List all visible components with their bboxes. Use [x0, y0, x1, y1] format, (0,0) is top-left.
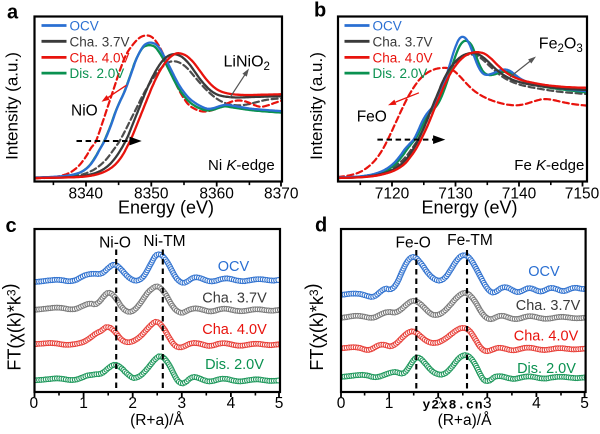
svg-text:5: 5 — [580, 395, 589, 412]
svg-text:Fe2O3: Fe2O3 — [539, 36, 583, 56]
svg-text:FT(χ(k)*k3): FT(χ(k)*k3) — [0, 283, 25, 370]
svg-text:4: 4 — [532, 395, 541, 412]
svg-text:2: 2 — [434, 395, 443, 412]
svg-text:0: 0 — [337, 395, 346, 412]
svg-text:Dis. 2.0V: Dis. 2.0V — [373, 66, 428, 81]
svg-text:Ni-TM: Ni-TM — [143, 233, 185, 250]
svg-text:Dis. 2.0V: Dis. 2.0V — [205, 357, 264, 373]
svg-text:FeO: FeO — [357, 109, 387, 126]
svg-text:8370: 8370 — [264, 186, 299, 203]
svg-text:d: d — [315, 215, 327, 237]
svg-text:7150: 7150 — [565, 186, 600, 203]
svg-text:3: 3 — [483, 395, 492, 412]
svg-text:7120: 7120 — [375, 186, 410, 203]
svg-text:Ni K-edge: Ni K-edge — [208, 157, 275, 174]
svg-text:(R+a)/Å: (R+a)/Å — [438, 412, 492, 429]
svg-text:OCV: OCV — [373, 19, 402, 34]
svg-text:Energy (eV): Energy (eV) — [118, 198, 214, 218]
svg-text:NiO: NiO — [71, 103, 98, 120]
svg-text:8350: 8350 — [134, 186, 169, 203]
svg-text:3: 3 — [177, 395, 186, 412]
svg-text:4: 4 — [227, 395, 236, 412]
svg-text:8340: 8340 — [69, 186, 104, 203]
svg-text:1: 1 — [79, 395, 88, 412]
svg-text:8360: 8360 — [199, 186, 234, 203]
svg-text:Dis. 2.0V: Dis. 2.0V — [70, 66, 125, 81]
svg-text:Intensity (a.u.): Intensity (a.u.) — [307, 52, 326, 160]
svg-text:7130: 7130 — [438, 186, 473, 203]
svg-text:y2x8.cn: y2x8.cn — [423, 398, 484, 413]
svg-text:FT(χ(k)*k3): FT(χ(k)*k3) — [302, 283, 327, 370]
svg-text:0: 0 — [29, 395, 38, 412]
svg-text:Cha. 3.7V: Cha. 3.7V — [202, 291, 267, 307]
svg-text:2: 2 — [128, 395, 137, 412]
svg-text:b: b — [314, 0, 326, 22]
svg-text:Fe K-edge: Fe K-edge — [514, 157, 584, 174]
svg-text:Cha. 3.7V: Cha. 3.7V — [70, 34, 130, 49]
svg-text:Cha. 4.0V: Cha. 4.0V — [514, 328, 579, 344]
svg-text:Energy (eV): Energy (eV) — [421, 198, 517, 218]
svg-text:Fe-O: Fe-O — [396, 235, 431, 252]
svg-text:Fe-TM: Fe-TM — [447, 232, 493, 249]
svg-text:Intensity (a.u.): Intensity (a.u.) — [3, 52, 22, 160]
svg-text:Cha. 4.0V: Cha. 4.0V — [373, 50, 433, 65]
svg-text:c: c — [6, 215, 17, 237]
svg-text:Cha. 3.7V: Cha. 3.7V — [516, 298, 581, 314]
svg-text:7140: 7140 — [502, 186, 537, 203]
svg-text:Dis. 2.0V: Dis. 2.0V — [517, 361, 576, 377]
svg-text:1: 1 — [385, 395, 394, 412]
svg-text:LiNiO2: LiNiO2 — [224, 54, 270, 74]
svg-text:OCV: OCV — [528, 264, 560, 280]
svg-text:5: 5 — [275, 395, 284, 412]
svg-text:(R+a)/Å: (R+a)/Å — [130, 412, 184, 429]
svg-text:OCV: OCV — [218, 259, 250, 275]
svg-text:Cha. 4.0V: Cha. 4.0V — [202, 322, 267, 338]
svg-text:Ni-O: Ni-O — [99, 235, 131, 252]
svg-text:Cha. 4.0V: Cha. 4.0V — [70, 50, 130, 65]
svg-text:OCV: OCV — [70, 19, 99, 34]
svg-text:a: a — [7, 2, 19, 24]
svg-text:Cha. 3.7V: Cha. 3.7V — [373, 34, 433, 49]
